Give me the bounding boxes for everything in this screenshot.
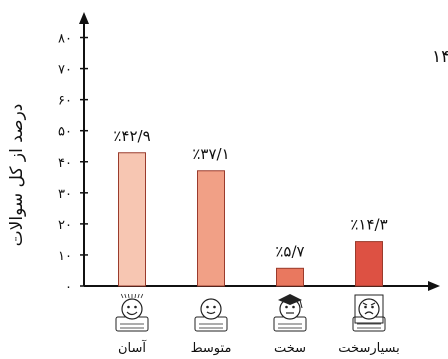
y-tick-label: ۶۰ (58, 94, 72, 109)
y-tick-label: ۲۰ (58, 218, 72, 233)
bar (118, 152, 146, 287)
category-icons (115, 293, 386, 332)
y-axis-arrow (79, 12, 89, 24)
angry-face-icon (352, 294, 386, 332)
data-label: ٪۳۷/۱ (192, 145, 229, 163)
data-label: ٪۴۲/۹ (113, 127, 150, 145)
graduate-face-icon (273, 294, 307, 332)
y-tick-label: ۵۰ (58, 125, 72, 140)
category-labels: آسان متوسط سخت بسیارسخت (118, 339, 400, 356)
data-label: ٪۵/۷ (275, 242, 304, 260)
y-tick-label: ۷۰ (58, 63, 72, 78)
y-ticks: ۰ ۱۰ ۲۰ ۳۰ ۴۰ ۵۰ ۶۰ ۷۰ ۸۰ (58, 32, 88, 295)
y-tick-label: ۳۰ (58, 187, 72, 202)
data-labels: ٪۴۲/۹ ٪۳۷/۱ ٪۵/۷ ٪۱۴/۳ (113, 127, 387, 261)
neutral-face-icon (194, 298, 228, 332)
data-label: ٪۱۴/۳ (350, 216, 387, 234)
y-tick-label: ۴۰ (58, 156, 72, 171)
chart-title: کنکور ریاضی ۱۴۰۰ (432, 47, 448, 67)
y-tick-label: ۰ (65, 280, 72, 295)
category-label: بسیارسخت (338, 341, 399, 356)
category-label: سخت (274, 341, 306, 356)
category-label: آسان (118, 339, 147, 356)
category-label: متوسط (191, 341, 232, 356)
y-tick-label: ۱۰ (58, 249, 72, 264)
bar (355, 241, 383, 287)
bars (118, 152, 383, 287)
bar (276, 267, 304, 287)
x-axis-arrow (428, 281, 440, 291)
bar (197, 170, 225, 287)
y-axis-label: درصد از کل سوالات (7, 104, 27, 247)
easy-face-icon (115, 293, 149, 332)
y-tick-label: ۸۰ (58, 32, 72, 47)
